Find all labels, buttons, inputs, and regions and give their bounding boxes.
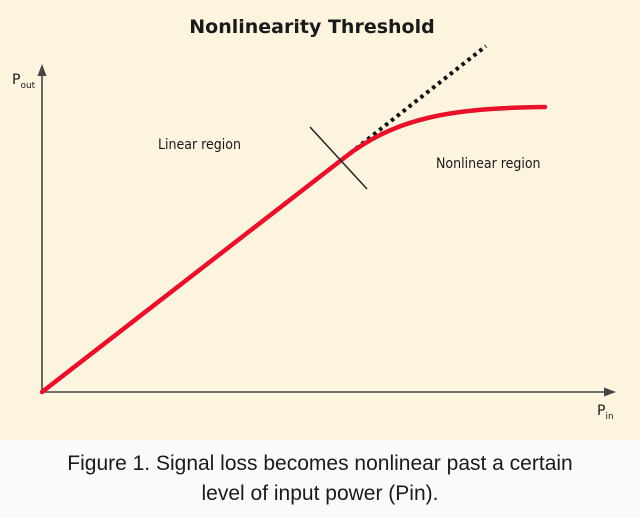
caption-line-1: Figure 1. Signal loss becomes nonlinear … — [67, 452, 573, 475]
threshold-marker — [309, 126, 368, 190]
y-axis-label: Pout — [12, 72, 36, 91]
power-transfer-curve — [39, 104, 548, 395]
nonlinearity-diagram: Nonlinearity Threshold Pout Pin Linear r… — [12, 16, 616, 422]
figure-caption: Figure 1. Signal loss becomes nonlinear … — [10, 449, 630, 509]
linear-region-label: Linear region — [158, 137, 241, 153]
nonlinear-region-label: Nonlinear region — [436, 156, 541, 172]
figure-title: Nonlinearity Threshold — [189, 16, 434, 38]
x-axis-label: Pin — [597, 403, 614, 422]
y-axis-arrow-icon — [37, 64, 47, 76]
x-axis-arrow-icon — [604, 387, 616, 397]
caption-area: Figure 1. Signal loss becomes nonlinear … — [0, 440, 640, 518]
caption-line-2: level of input power (Pin). — [201, 482, 439, 505]
figure-panel: Nonlinearity Threshold Pout Pin Linear r… — [0, 0, 640, 440]
